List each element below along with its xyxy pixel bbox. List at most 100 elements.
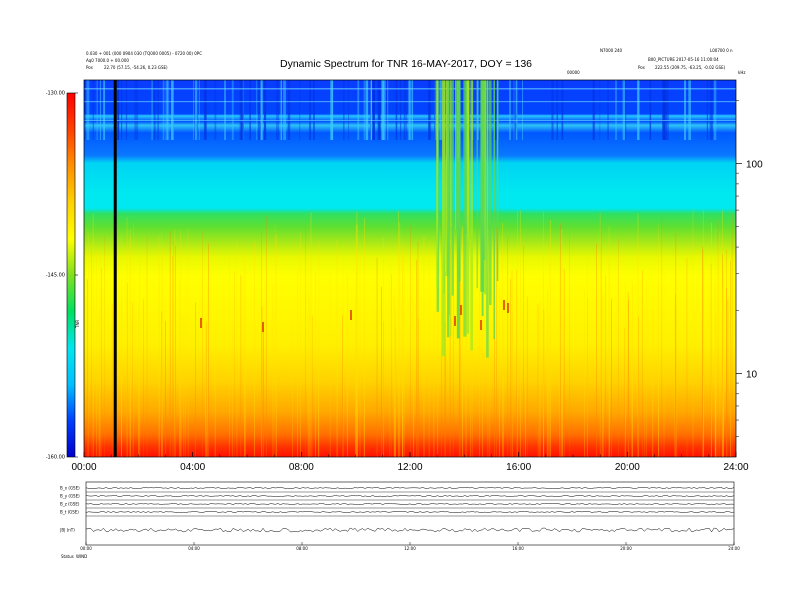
spectrum-striation <box>193 80 195 140</box>
burst-stripe <box>459 80 461 282</box>
spectrum-striation <box>347 80 350 140</box>
spectrum-striation <box>403 80 406 140</box>
spectrum-striation <box>357 80 360 140</box>
burst-stripe <box>470 80 473 351</box>
spectrum-striation <box>406 80 407 140</box>
header-right-line1a: N7000 240 <box>600 48 623 53</box>
header-left-line1: 0.030 + 001 (000 0904 030 (TQ000 0005) -… <box>86 51 202 56</box>
spectrum-striation <box>365 80 369 140</box>
spectrum-striation <box>607 80 609 140</box>
chart-title: Dynamic Spectrum for TNR 16-MAY-2017, DO… <box>280 58 533 70</box>
spectrum-striation <box>706 80 709 140</box>
spectrum-striation <box>260 80 263 140</box>
spectrum-striation <box>165 80 169 140</box>
burst-stripe <box>441 80 445 357</box>
spectrum-striation <box>203 80 207 140</box>
burst-stripe <box>493 80 495 340</box>
spectrum-striation <box>592 80 595 140</box>
spectrum-striation <box>96 80 98 140</box>
mag-panel-label: B_z (GSE) <box>60 502 80 507</box>
spectrum-striation <box>171 80 174 140</box>
x-tick-label: 16:00 <box>506 462 531 473</box>
colorbar-tick-label: -145.00 <box>46 273 65 279</box>
spectrum-striation <box>434 80 436 140</box>
spectrum-striation <box>377 80 381 140</box>
spectrum-striation <box>231 80 234 140</box>
colorbar-tick-label: -160.00 <box>46 455 65 461</box>
spectrum-striation <box>381 80 384 140</box>
spectrum-striation <box>313 80 315 140</box>
spectrum-spot <box>350 310 352 320</box>
mag-panel-label: |B| (nT) <box>60 528 75 533</box>
spectrum-striation <box>385 80 387 140</box>
spectrum-striation <box>256 80 258 140</box>
spectrum-striation <box>137 80 139 140</box>
spectrum-striation <box>637 80 640 140</box>
spectrum-striation <box>512 80 514 140</box>
burst-stripe <box>466 80 470 334</box>
header-right-pos-label: Pos <box>638 65 645 70</box>
spectrum-striation <box>395 80 398 140</box>
x-tick-label: 04:00 <box>180 462 205 473</box>
spectrum-striation <box>257 80 261 140</box>
spectrum-spot <box>503 300 505 310</box>
spectrum-striation <box>121 80 123 140</box>
y-unit-label: kHz <box>738 70 746 75</box>
spectrum-striation <box>171 80 172 140</box>
spectrum-striation <box>162 80 165 140</box>
spectrum-striation <box>428 80 432 140</box>
spectrum-striation <box>622 80 625 140</box>
spectrum-striation <box>510 80 512 140</box>
spectrum-spot <box>460 305 462 315</box>
marker-label: 00000 <box>567 70 580 75</box>
spectrum-striation <box>522 80 524 140</box>
spectrum-spot <box>200 318 202 328</box>
spectrum-striation <box>125 80 128 140</box>
x-tick-label: 24:00 <box>723 462 748 473</box>
spectrum-striation <box>515 80 518 140</box>
mag-x-tick-label: 04:00 <box>188 546 200 551</box>
spectrum-striation <box>428 80 430 140</box>
mag-frame <box>85 481 735 546</box>
spectrum-striation <box>151 80 153 140</box>
mag-trace <box>85 511 735 513</box>
spectrum-striation <box>663 80 665 140</box>
spectrum-striation <box>117 80 119 140</box>
spectrum-striation <box>192 80 194 140</box>
burst-stripe <box>464 80 468 235</box>
spectrum-striation <box>363 80 366 140</box>
mag-panel-label: B_t (GSE) <box>60 510 79 515</box>
burst-stripe <box>454 80 456 230</box>
spectrum-spot <box>262 322 264 332</box>
spectrum-striation <box>551 80 554 140</box>
spectrum-striation <box>434 80 437 140</box>
spectrum-striation <box>495 80 497 140</box>
spectrum-striation <box>400 80 402 140</box>
mag-x-tick-label: 24:00 <box>728 546 740 551</box>
burst-stripe <box>451 80 454 296</box>
spectrum-striation <box>561 80 564 140</box>
spectrum-striation <box>615 80 618 140</box>
burst-stripe <box>436 80 438 287</box>
mag-x-tick-label: 08:00 <box>296 546 308 551</box>
spectrum-striation <box>99 80 101 140</box>
spectrum-striation <box>92 80 94 140</box>
spectrum-striation <box>408 80 411 140</box>
burst-stripe <box>456 80 460 339</box>
spectrum-striation <box>330 80 334 140</box>
spectrum-striation <box>411 80 414 140</box>
spectrum-striation <box>331 80 333 140</box>
colorbar-label: TNR <box>75 320 80 329</box>
mag-trace <box>85 527 735 533</box>
spectrum-spot <box>454 316 456 326</box>
spectrum-striation <box>713 80 717 140</box>
spectrum-striation <box>684 80 687 140</box>
spectrum-striation <box>249 80 251 140</box>
spectrum-streak <box>84 120 736 121</box>
spectrum-striation <box>709 80 712 140</box>
axes: 00:00 04:00 08:00 12:00 16:00 20:00 24:00 100 10 <box>71 79 763 473</box>
x-tick-label: 00:00 <box>71 462 96 473</box>
mag-x-tick-label: 20:00 <box>620 546 632 551</box>
colorbar-tick-label: -130.00 <box>46 91 65 97</box>
